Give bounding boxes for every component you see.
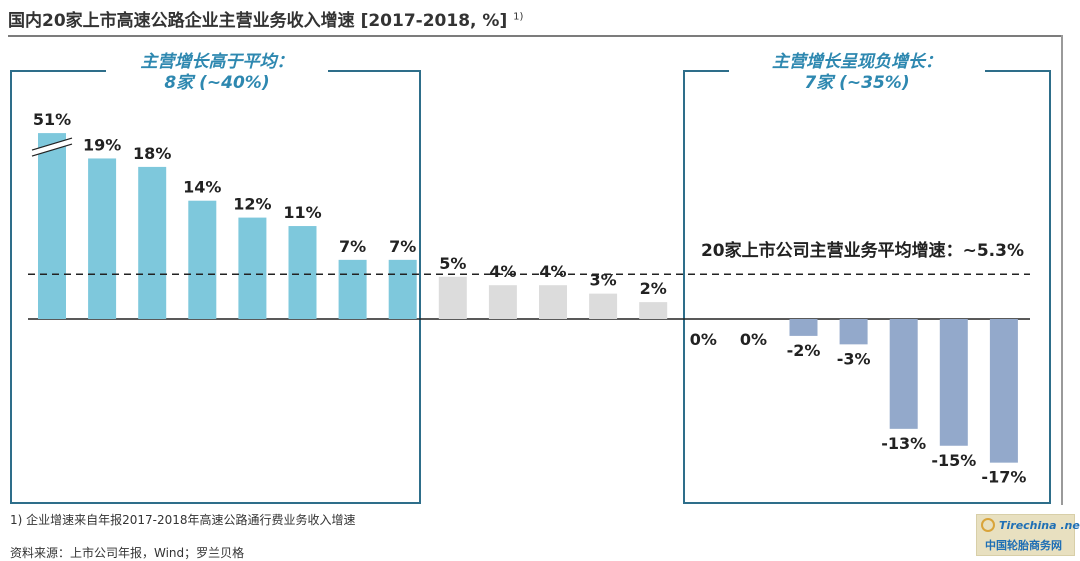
negative-growth-label: 主营增长呈现负增长： 7家 (~35%)	[729, 52, 985, 94]
bar-3	[138, 166, 167, 319]
watermark-circle-icon	[981, 518, 995, 532]
bar-label-18: -13%	[881, 434, 926, 453]
bar-label-16: -2%	[787, 341, 821, 360]
bar-16	[789, 319, 818, 336]
axis-break-line-bottom	[31, 143, 73, 157]
bar-label-10: 4%	[489, 262, 516, 281]
bar-label-8: 7%	[389, 237, 416, 256]
bar-label-15: 0%	[740, 330, 767, 349]
bar-label-6: 11%	[283, 203, 321, 222]
bar-19	[939, 319, 968, 446]
source-note: 资料来源：上市公司年报，Wind；罗兰贝格	[10, 546, 245, 560]
bar-label-17: -3%	[837, 349, 871, 368]
bar-11	[539, 285, 567, 319]
bar-label-14: 0%	[690, 330, 717, 349]
bar-1	[38, 133, 66, 319]
bar-label-3: 18%	[133, 144, 171, 163]
bar-2	[88, 158, 117, 319]
bar-4	[188, 200, 217, 319]
negative-growth-heading: 主营增长呈现负增长：	[772, 52, 942, 72]
average-line-label: 20家上市公司主营业务平均增速：~5.3%	[701, 240, 1024, 261]
bar-label-19: -15%	[931, 451, 976, 470]
axis-break-line-top	[31, 137, 73, 151]
bar-12	[589, 293, 618, 319]
right-rule	[1061, 35, 1063, 505]
bar-20	[989, 319, 1018, 463]
bar-label-20: -17%	[981, 468, 1026, 487]
bar-label-11: 4%	[539, 262, 566, 281]
bar-label-1: 51%	[33, 110, 71, 129]
bar-label-4: 14%	[183, 178, 221, 197]
bar-18	[889, 319, 918, 429]
title-footnote-marker: 1)	[513, 11, 524, 23]
bar-label-7: 7%	[339, 237, 366, 256]
bar-17	[839, 319, 868, 345]
axis-break-gap	[31, 138, 73, 156]
above-average-label: 主营增长高于平均： 8家 (~40%)	[106, 52, 328, 94]
bar-8	[388, 259, 417, 319]
bar-label-12: 3%	[590, 271, 617, 290]
bar-label-9: 5%	[439, 254, 466, 273]
watermark-logo: Tirechina .net 中国轮胎商务网	[976, 514, 1080, 556]
bar-5	[238, 217, 267, 319]
bar-13	[639, 302, 668, 319]
bar-6	[288, 226, 317, 319]
chart-title: 国内20家上市高速公路企业主营业务收入增速 [2017-2018, %] 1)	[8, 6, 523, 31]
chart-title-text: 国内20家上市高速公路企业主营业务收入增速 [2017-2018, %]	[8, 11, 508, 31]
bar-10	[488, 285, 517, 319]
watermark-logo-text: Tirechina .net	[999, 519, 1080, 532]
above-average-heading: 主营增长高于平均：	[140, 52, 294, 72]
bar-9	[438, 276, 467, 319]
negative-growth-count: 7家 (~35%)	[804, 73, 910, 93]
watermark-site-name: 中国轮胎商务网	[985, 539, 1062, 552]
title-rule	[8, 35, 1062, 37]
bar-label-5: 12%	[233, 195, 271, 214]
bar-7	[338, 259, 367, 319]
footnote: 1) 企业增速来自年报2017-2018年高速公路通行费业务收入增速	[10, 513, 356, 527]
bar-label-2: 19%	[83, 135, 121, 154]
above-average-count: 8家 (~40%)	[164, 73, 270, 93]
bar-label-13: 2%	[640, 279, 667, 298]
